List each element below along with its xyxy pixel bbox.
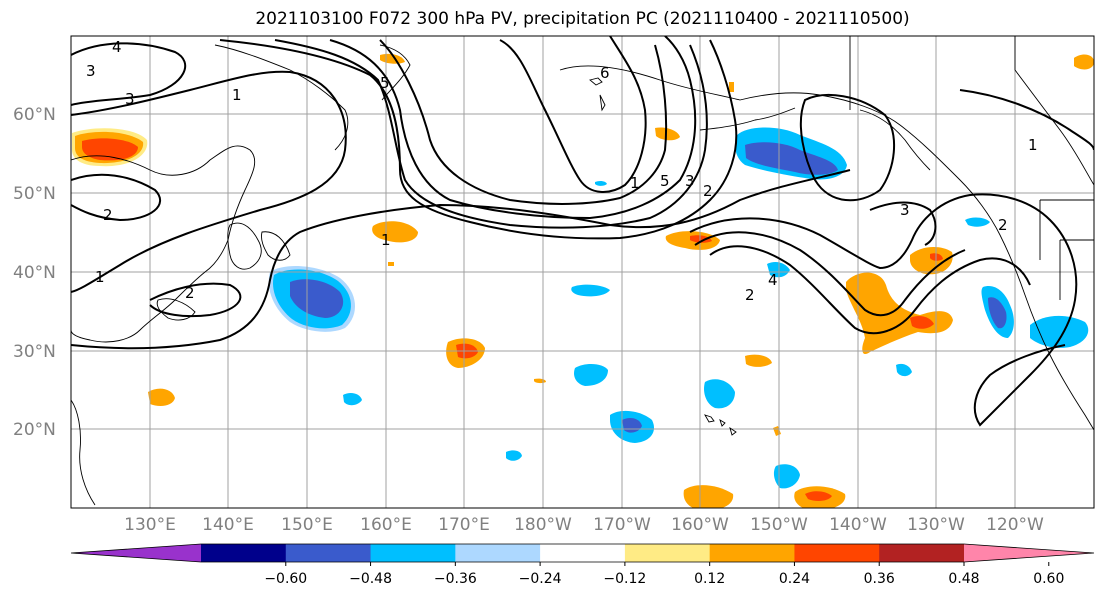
longitude-labels: 130°E 140°E 150°E 160°E 170°E 180°W 170°… (124, 515, 1044, 535)
colorbar-tick-label: −0.12 (603, 571, 646, 587)
colorbar-segment (201, 544, 287, 562)
colorbar-segment (794, 544, 880, 562)
pv-contours (71, 36, 1094, 427)
colorbar-tick-label: 0.48 (948, 571, 979, 587)
colorbar-tick-label: 0.36 (864, 571, 895, 587)
contour-label: 4 (768, 271, 778, 289)
colorbar-tick-label: −0.36 (434, 571, 477, 587)
contour-label: 1 (381, 231, 391, 249)
colorbar-tick-label: −0.60 (264, 571, 307, 587)
contour-label: 2 (998, 216, 1008, 234)
lon-label: 120°W (986, 515, 1044, 535)
lat-label: 50°N (13, 184, 56, 204)
lon-label: 140°E (202, 515, 254, 535)
contour-label: 3 (125, 90, 135, 108)
lat-label: 60°N (13, 105, 56, 125)
contour-label: 1 (630, 174, 640, 192)
lat-label: 40°N (13, 263, 56, 283)
contour-labels: 4 3 3 1 2 1 2 1 2 1 5 3 2 4 3 1 2 5 6 (86, 38, 1038, 304)
lat-label: 20°N (13, 420, 56, 440)
colorbar-segment (709, 544, 795, 562)
colorbar-segment (285, 544, 372, 562)
map-area: 4 3 3 1 2 1 2 1 2 1 5 3 2 4 3 1 2 5 6 (71, 36, 1094, 508)
colorbar-segment (624, 544, 711, 562)
precip-negative-areas (268, 127, 1089, 489)
lon-label: 160°W (671, 515, 729, 535)
contour-label: 3 (900, 201, 910, 219)
colorbar-segment (370, 544, 456, 562)
colorbar-extend-min (71, 544, 201, 562)
contour-label: 1 (232, 86, 242, 104)
contour-label: 2 (703, 182, 713, 200)
colorbar-outline (70, 543, 1095, 563)
latitude-labels: 60°N 50°N 40°N 30°N 20°N (13, 105, 56, 440)
contour-label: 5 (380, 74, 390, 92)
contour-label: 3 (685, 172, 695, 190)
contour-label: 2 (745, 286, 755, 304)
lon-label: 150°W (750, 515, 808, 535)
colorbar: −0.60 −0.48 −0.36 −0.24 −0.12 0.12 0.24 0.36 0.4… (70, 543, 1095, 587)
lon-label: 130°W (907, 515, 965, 535)
colorbar-tick-label: 0.12 (694, 571, 725, 587)
map-title: 2021103100 F072 300 hPa PV, precipitatio… (255, 9, 910, 29)
colorbar-tick-label: 0.60 (1033, 571, 1064, 587)
contour-label: 6 (600, 64, 610, 82)
colorbar-tick-label: 0.24 (779, 571, 810, 587)
colorbar-segment (540, 544, 626, 562)
map-frame (70, 35, 1095, 509)
colorbar-tick-label: −0.48 (349, 571, 392, 587)
contour-label: 5 (660, 172, 670, 190)
lon-label: 180°W (514, 515, 572, 535)
lon-label: 150°E (281, 515, 333, 535)
lon-label: 160°E (360, 515, 412, 535)
colorbar-extend-max (964, 544, 1094, 562)
precip-positive-areas (72, 53, 1094, 508)
graticule (71, 36, 1094, 508)
contour-label: 2 (103, 206, 113, 224)
contour-label: 1 (95, 268, 105, 286)
colorbar-tick-label: −0.24 (519, 571, 562, 587)
lat-label: 30°N (13, 342, 56, 362)
lon-label: 130°E (124, 515, 176, 535)
contour-label: 4 (112, 38, 122, 56)
lon-label: 170°W (593, 515, 651, 535)
colorbar-segment (455, 544, 541, 562)
lon-label: 140°W (829, 515, 887, 535)
contour-label: 2 (185, 284, 195, 302)
contour-label: 1 (1028, 136, 1038, 154)
contour-label: 3 (86, 62, 96, 80)
lon-label: 170°E (438, 515, 490, 535)
colorbar-segment (879, 544, 965, 562)
